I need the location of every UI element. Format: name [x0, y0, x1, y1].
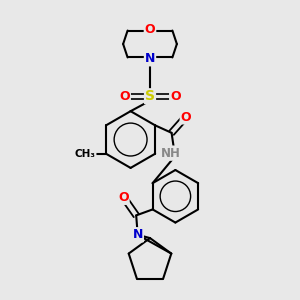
Text: O: O [118, 191, 129, 204]
Text: O: O [170, 90, 181, 103]
Text: S: S [145, 89, 155, 103]
Text: O: O [145, 22, 155, 36]
Text: N: N [133, 228, 143, 241]
Text: CH₃: CH₃ [75, 149, 96, 159]
Text: O: O [181, 110, 191, 124]
Text: N: N [145, 52, 155, 65]
Text: N: N [133, 228, 143, 241]
Text: O: O [119, 90, 130, 103]
Text: NH: NH [161, 147, 181, 160]
Text: NH: NH [161, 147, 181, 160]
